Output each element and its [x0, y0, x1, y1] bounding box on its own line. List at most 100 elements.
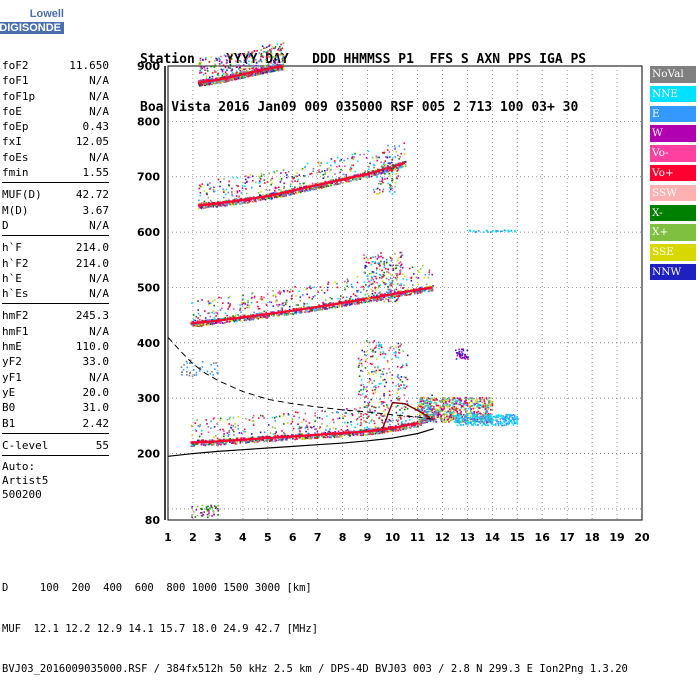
echo-point: [350, 296, 352, 298]
echo-point: [372, 390, 374, 392]
echo-point: [286, 177, 288, 179]
echo-point: [238, 319, 240, 321]
echo-point: [383, 395, 385, 397]
echo-point: [260, 49, 262, 51]
echo-point: [419, 292, 421, 294]
echo-point: [234, 442, 236, 444]
echo-point: [241, 68, 243, 70]
echo-point: [271, 48, 273, 50]
echo-point: [214, 299, 216, 301]
echo-point: [359, 391, 361, 393]
echo-point: [380, 383, 382, 385]
echo-point: [423, 397, 425, 399]
echo-point: [402, 166, 404, 168]
echo-point: [343, 297, 345, 299]
echo-point: [263, 297, 265, 299]
echo-point: [401, 367, 403, 369]
echo-point: [365, 367, 367, 369]
echo-point: [217, 438, 219, 440]
echo-point: [375, 427, 377, 429]
echo-point: [216, 444, 218, 446]
x-tick-label: 9: [364, 531, 372, 544]
echo-point: [330, 165, 332, 167]
echo-point: [375, 385, 377, 387]
echo-point: [197, 317, 199, 319]
echo-point: [406, 386, 408, 388]
echo-point: [247, 177, 249, 179]
echo-point: [363, 421, 365, 423]
echo-point: [229, 67, 231, 69]
echo-point: [297, 181, 299, 183]
echo-point: [265, 440, 267, 442]
echo-point: [278, 70, 280, 72]
echo-point: [272, 63, 274, 65]
echo-point: [321, 162, 323, 164]
echo-point: [328, 185, 330, 187]
echo-point: [324, 170, 326, 172]
echo-point: [279, 293, 281, 295]
echo-point: [194, 422, 196, 424]
echo-point: [372, 382, 374, 384]
echo-point: [318, 291, 320, 293]
echo-point: [354, 153, 356, 155]
echo-point: [362, 434, 364, 436]
echo-point: [405, 377, 407, 379]
echo-point: [351, 164, 353, 166]
echo-point: [245, 418, 247, 420]
echo-point: [274, 70, 276, 72]
echo-point: [295, 295, 297, 297]
echo-point: [230, 64, 232, 66]
echo-point: [201, 433, 203, 435]
echo-point: [281, 304, 283, 306]
echo-point: [236, 79, 238, 81]
echo-point: [312, 298, 314, 300]
echo-point: [268, 56, 270, 58]
echo-point: [281, 178, 283, 180]
echo-point: [213, 205, 215, 207]
echo-point: [267, 193, 269, 195]
echo-point: [358, 358, 360, 360]
echo-point: [344, 422, 346, 424]
echo-point: [234, 423, 236, 425]
echo-point: [398, 346, 400, 348]
echo-point: [274, 294, 276, 296]
echo-point: [367, 278, 369, 280]
echo-point: [292, 418, 294, 420]
echo-point: [338, 412, 340, 414]
echo-point: [207, 68, 209, 70]
echo-point: [200, 315, 202, 317]
echo-point: [208, 65, 210, 67]
echo-point: [236, 70, 238, 72]
echo-point: [343, 409, 345, 411]
echo-point: [252, 180, 254, 182]
echo-point: [398, 343, 400, 345]
echo-point: [231, 58, 233, 60]
echo-point: [210, 316, 212, 318]
echo-point: [403, 416, 405, 418]
echo-point: [304, 311, 306, 313]
echo-point: [372, 342, 374, 344]
echo-point: [410, 277, 412, 279]
echo-point: [363, 154, 365, 156]
echo-point: [377, 427, 379, 429]
echo-point: [277, 54, 279, 56]
echo-point: [221, 61, 223, 63]
echo-point: [392, 374, 394, 376]
echo-point: [244, 308, 246, 310]
echo-point: [282, 56, 284, 58]
echo-point: [382, 298, 384, 300]
echo-point: [222, 71, 224, 73]
echo-point: [214, 82, 216, 84]
echo-point: [372, 371, 374, 373]
echo-point: [403, 285, 405, 287]
echo-point: [263, 179, 265, 181]
echo-point: [337, 287, 339, 289]
echo-point: [251, 441, 253, 443]
echo-point: [370, 363, 372, 365]
echo-point: [297, 179, 299, 181]
echo-point: [399, 156, 401, 158]
echo-point: [386, 421, 388, 423]
echo-point: [274, 48, 276, 50]
echo-point: [213, 186, 215, 188]
echo-point: [218, 443, 220, 445]
